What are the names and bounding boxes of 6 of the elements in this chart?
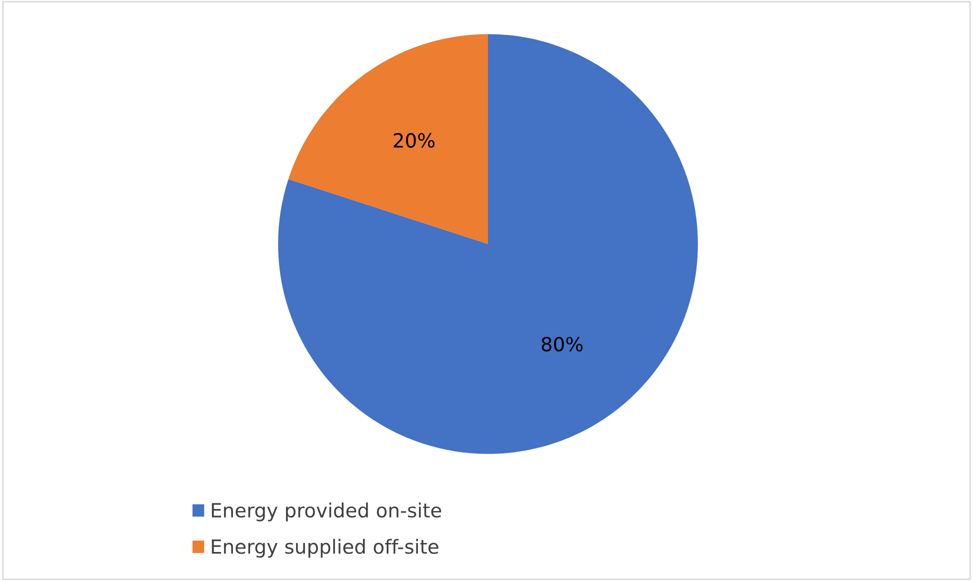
pie-slice — [288, 34, 488, 244]
data-label: 20% — [394, 133, 435, 148]
pie-slice — [278, 34, 698, 454]
legend-label: Energy supplied off-site — [212, 538, 438, 558]
data-label: 80% — [542, 336, 583, 352]
legend-label: Energy provided on-site — [212, 502, 442, 522]
